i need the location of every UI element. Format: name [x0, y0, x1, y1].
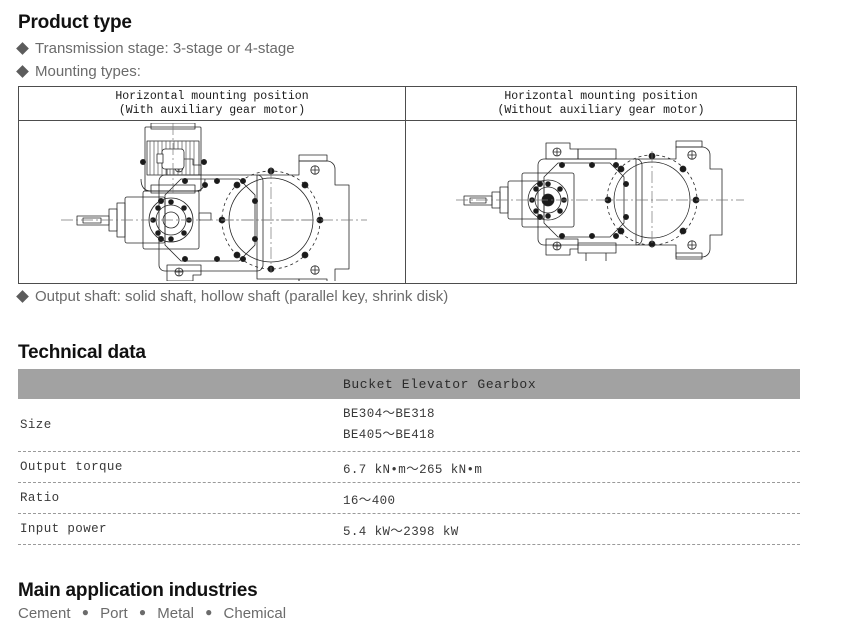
- bullet-separator-icon: ●: [205, 605, 213, 619]
- row-value-size: BE304～BE318 BE405～BE418: [343, 404, 800, 446]
- technical-data-header-label: Bucket Elevator Gearbox: [343, 376, 537, 392]
- mounting-right-title-line1: Horizontal mounting position: [504, 90, 698, 103]
- table-row: Ratio 16～400: [18, 483, 800, 514]
- diamond-bullet-icon: [16, 65, 29, 78]
- bullet-separator-icon: ●: [138, 605, 147, 619]
- row-value-input-power: 5.4 kW～2398 kW: [343, 524, 459, 539]
- row-value-ratio: 16～400: [343, 493, 396, 508]
- mounting-table-header-row: Horizontal mounting position (With auxil…: [19, 87, 796, 121]
- bullet-transmission-stage: Transmission stage: 3-stage or 4-stage: [16, 40, 295, 57]
- mounting-table-header-cell-left: Horizontal mounting position (With auxil…: [19, 87, 406, 120]
- mounting-right-title-line2: (Without auxiliary gear motor): [497, 104, 705, 117]
- industry-item-cement: Cement: [18, 605, 71, 622]
- row-label-ratio: Ratio: [20, 491, 60, 505]
- mounting-table-cell-with-motor: [19, 121, 406, 283]
- row-value-output-torque: 6.7 kN•m～265 kN•m: [343, 462, 483, 477]
- table-row: Output torque 6.7 kN•m～265 kN•m: [18, 452, 800, 483]
- diamond-bullet-icon: [16, 290, 29, 303]
- industry-item-metal: Metal: [157, 605, 194, 622]
- row-label-size: Size: [20, 418, 52, 432]
- mounting-types-table: Horizontal mounting position (With auxil…: [18, 86, 797, 284]
- page-title-main-application-industries: Main application industries: [18, 580, 258, 601]
- technical-data-table: Bucket Elevator Gearbox Size BE304～BE318…: [18, 369, 800, 545]
- industry-item-chemical: Chemical: [223, 605, 287, 622]
- page-title-technical-data: Technical data: [18, 342, 146, 363]
- row-label-output-torque: Output torque: [20, 460, 123, 474]
- gearbox-with-auxiliary-motor-drawing: [19, 121, 405, 283]
- bullet-output-shaft: Output shaft: solid shaft, hollow shaft …: [16, 288, 449, 305]
- bullet-separator-icon: ●: [81, 605, 89, 619]
- bullet-mounting-label: Mounting types:: [35, 63, 141, 80]
- diamond-bullet-icon: [16, 42, 29, 55]
- table-row: Size BE304～BE318 BE405～BE418: [18, 399, 800, 452]
- row-value-size-line1: BE304～BE318: [343, 407, 435, 421]
- row-value-size-line2: BE405～BE418: [343, 428, 435, 442]
- mounting-table-cell-without-motor: [406, 121, 796, 283]
- mounting-left-title-line1: Horizontal mounting position: [115, 90, 309, 103]
- mounting-left-title-line2: (With auxiliary gear motor): [118, 104, 306, 117]
- industries-list: Cement ● Port ● Metal ● Chemical: [18, 605, 286, 622]
- bullet-mounting-types: Mounting types:: [16, 63, 141, 80]
- technical-data-table-header: Bucket Elevator Gearbox: [18, 369, 800, 399]
- industry-item-port: Port: [100, 605, 128, 622]
- bullet-transmission-label: Transmission stage: 3-stage or 4-stage: [35, 40, 295, 57]
- table-row: Input power 5.4 kW～2398 kW: [18, 514, 800, 545]
- mounting-table-body-row: [19, 121, 796, 283]
- page-title-product-type: Product type: [18, 12, 132, 33]
- row-label-input-power: Input power: [20, 522, 107, 536]
- mounting-table-header-cell-right: Horizontal mounting position (Without au…: [406, 87, 796, 120]
- bullet-output-shaft-label: Output shaft: solid shaft, hollow shaft …: [35, 288, 449, 305]
- gearbox-without-auxiliary-motor-drawing: [406, 121, 796, 283]
